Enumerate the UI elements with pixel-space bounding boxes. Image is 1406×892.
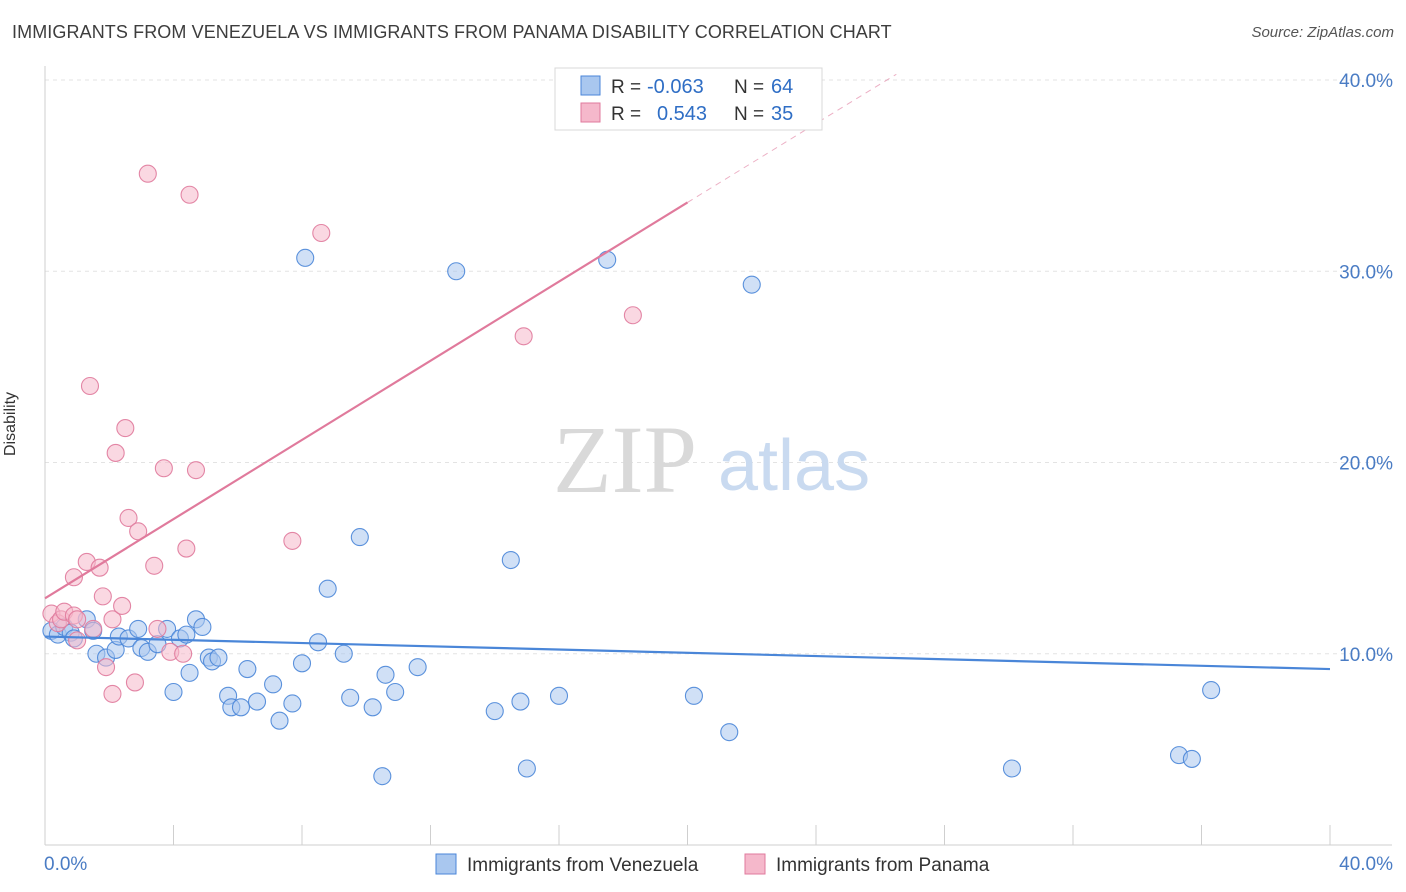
point-venezuela	[177, 625, 196, 644]
watermark-atlas: atlas	[718, 426, 870, 506]
point-panama	[106, 443, 125, 462]
tick-labels: 10.0% 20.0% 30.0% 40.0% 0.0% 40.0%	[44, 71, 1393, 875]
point-panama	[119, 508, 138, 528]
series-legend-label-venezuela: Immigrants from Venezuela	[467, 855, 699, 876]
point-venezuela	[193, 617, 212, 637]
point-venezuela	[247, 692, 267, 711]
point-venezuela	[511, 692, 530, 711]
point-venezuela	[485, 702, 504, 721]
trend-line-extension-panama	[687, 73, 897, 203]
trend-lines	[44, 73, 1331, 671]
point-venezuela	[238, 659, 257, 679]
legend-r-label-panama: R =	[611, 104, 641, 125]
point-panama	[93, 587, 112, 606]
source-label: Source: ZipAtlas.com	[1251, 24, 1394, 41]
watermark-zip: ZIP	[553, 406, 697, 513]
legend-r-label-venezuela: R =	[611, 77, 641, 98]
series-legend-swatch-panama	[744, 853, 766, 875]
point-panama	[623, 306, 642, 325]
point-venezuela	[264, 675, 283, 694]
point-venezuela	[408, 658, 427, 677]
stats-legend: R = -0.063 N = 64 R = 0.543 N = 35	[554, 67, 823, 131]
point-venezuela	[549, 686, 569, 705]
point-venezuela	[164, 682, 183, 702]
point-venezuela	[270, 711, 289, 730]
point-panama	[116, 419, 135, 438]
legend-swatch-venezuela	[580, 75, 601, 96]
point-panama	[145, 556, 164, 575]
point-panama	[154, 459, 173, 478]
legend-n-value-panama: 35	[771, 103, 793, 125]
chart-title: IMMIGRANTS FROM VENEZUELA VS IMMIGRANTS …	[12, 22, 892, 42]
point-panama	[64, 568, 83, 587]
point-panama	[125, 673, 144, 692]
watermark: ZIP atlas	[553, 406, 870, 513]
point-venezuela	[292, 654, 312, 673]
legend-r-value-venezuela: -0.063	[647, 76, 704, 98]
legend-r-value-panama: 0.543	[657, 103, 707, 125]
legend-n-label-panama: N =	[734, 104, 764, 125]
axes	[44, 66, 1392, 846]
point-venezuela	[180, 663, 199, 682]
legend-swatch-panama	[580, 102, 601, 123]
point-panama	[80, 376, 100, 396]
point-venezuela	[376, 665, 395, 684]
data-points	[42, 164, 1221, 786]
point-venezuela	[129, 619, 148, 638]
legend-n-label-venezuela: N =	[734, 77, 764, 98]
trend-line-venezuela	[44, 635, 1331, 671]
point-venezuela	[598, 250, 617, 269]
point-venezuela	[350, 528, 369, 547]
point-panama	[514, 327, 533, 346]
point-venezuela	[283, 694, 302, 713]
point-panama	[103, 610, 122, 629]
point-panama	[186, 461, 206, 480]
y-tick-label: 40.0%	[1339, 71, 1393, 92]
point-panama	[148, 619, 167, 638]
point-venezuela	[231, 698, 251, 717]
point-panama	[113, 596, 132, 615]
series-legend-swatch-venezuela	[435, 853, 457, 875]
point-panama	[68, 631, 87, 650]
point-venezuela	[684, 686, 703, 705]
y-tick-label: 10.0%	[1339, 645, 1393, 666]
point-panama	[103, 684, 122, 703]
x-tick-label: 0.0%	[44, 854, 87, 875]
legend-n-value-venezuela: 64	[771, 76, 793, 98]
point-venezuela	[447, 262, 466, 281]
point-panama	[283, 531, 302, 550]
point-panama	[312, 223, 331, 243]
point-venezuela	[209, 648, 228, 667]
point-venezuela	[742, 275, 761, 294]
point-panama	[84, 619, 103, 638]
point-panama	[138, 164, 157, 183]
series-legend-label-panama: Immigrants from Panama	[776, 855, 990, 876]
point-venezuela	[373, 767, 392, 786]
point-panama	[177, 539, 196, 558]
point-venezuela	[1002, 759, 1022, 778]
point-venezuela	[318, 579, 337, 598]
trend-line-panama	[44, 201, 689, 600]
point-venezuela	[296, 248, 315, 267]
point-venezuela	[517, 759, 536, 778]
point-venezuela	[1202, 681, 1221, 700]
point-venezuela	[1182, 749, 1201, 768]
x-tick-label: 40.0%	[1339, 854, 1393, 875]
y-tick-label: 20.0%	[1339, 454, 1393, 475]
grid-lines	[45, 79, 1392, 655]
y-tick-label: 30.0%	[1339, 262, 1393, 283]
point-panama	[180, 185, 199, 204]
point-panama	[96, 658, 116, 677]
point-venezuela	[363, 698, 382, 717]
point-panama	[68, 610, 87, 629]
point-venezuela	[334, 644, 353, 663]
point-panama	[174, 644, 193, 663]
point-venezuela	[501, 550, 520, 570]
series-legend: Immigrants from Venezuela Immigrants fro…	[435, 853, 990, 876]
point-venezuela	[386, 682, 405, 702]
point-venezuela	[720, 723, 739, 742]
point-panama	[90, 558, 109, 577]
point-venezuela	[341, 688, 360, 707]
